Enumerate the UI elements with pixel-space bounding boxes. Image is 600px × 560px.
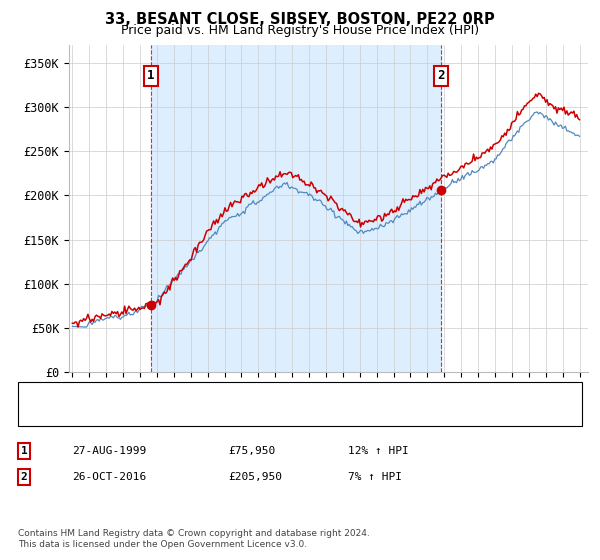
Text: 26-OCT-2016: 26-OCT-2016 bbox=[72, 472, 146, 482]
Text: 12% ↑ HPI: 12% ↑ HPI bbox=[348, 446, 409, 456]
Text: 2: 2 bbox=[20, 472, 28, 482]
Text: £205,950: £205,950 bbox=[228, 472, 282, 482]
Text: 7% ↑ HPI: 7% ↑ HPI bbox=[348, 472, 402, 482]
Text: HPI: Average price, detached house, East Lindsey: HPI: Average price, detached house, East… bbox=[69, 407, 369, 417]
Text: 33, BESANT CLOSE, SIBSEY, BOSTON, PE22 0RP: 33, BESANT CLOSE, SIBSEY, BOSTON, PE22 0… bbox=[105, 12, 495, 27]
Text: 27-AUG-1999: 27-AUG-1999 bbox=[72, 446, 146, 456]
Text: Price paid vs. HM Land Registry's House Price Index (HPI): Price paid vs. HM Land Registry's House … bbox=[121, 24, 479, 36]
Text: 2: 2 bbox=[437, 69, 445, 82]
Text: £75,950: £75,950 bbox=[228, 446, 275, 456]
Bar bbox=[151, 45, 441, 372]
Text: ────: ──── bbox=[30, 385, 60, 398]
Text: Contains HM Land Registry data © Crown copyright and database right 2024.
This d: Contains HM Land Registry data © Crown c… bbox=[18, 529, 370, 549]
Text: ────: ──── bbox=[30, 405, 60, 418]
Text: 1: 1 bbox=[147, 69, 155, 82]
Text: 33, BESANT CLOSE, SIBSEY, BOSTON, PE22 0RP (detached house): 33, BESANT CLOSE, SIBSEY, BOSTON, PE22 0… bbox=[69, 386, 438, 396]
Text: 1: 1 bbox=[20, 446, 28, 456]
